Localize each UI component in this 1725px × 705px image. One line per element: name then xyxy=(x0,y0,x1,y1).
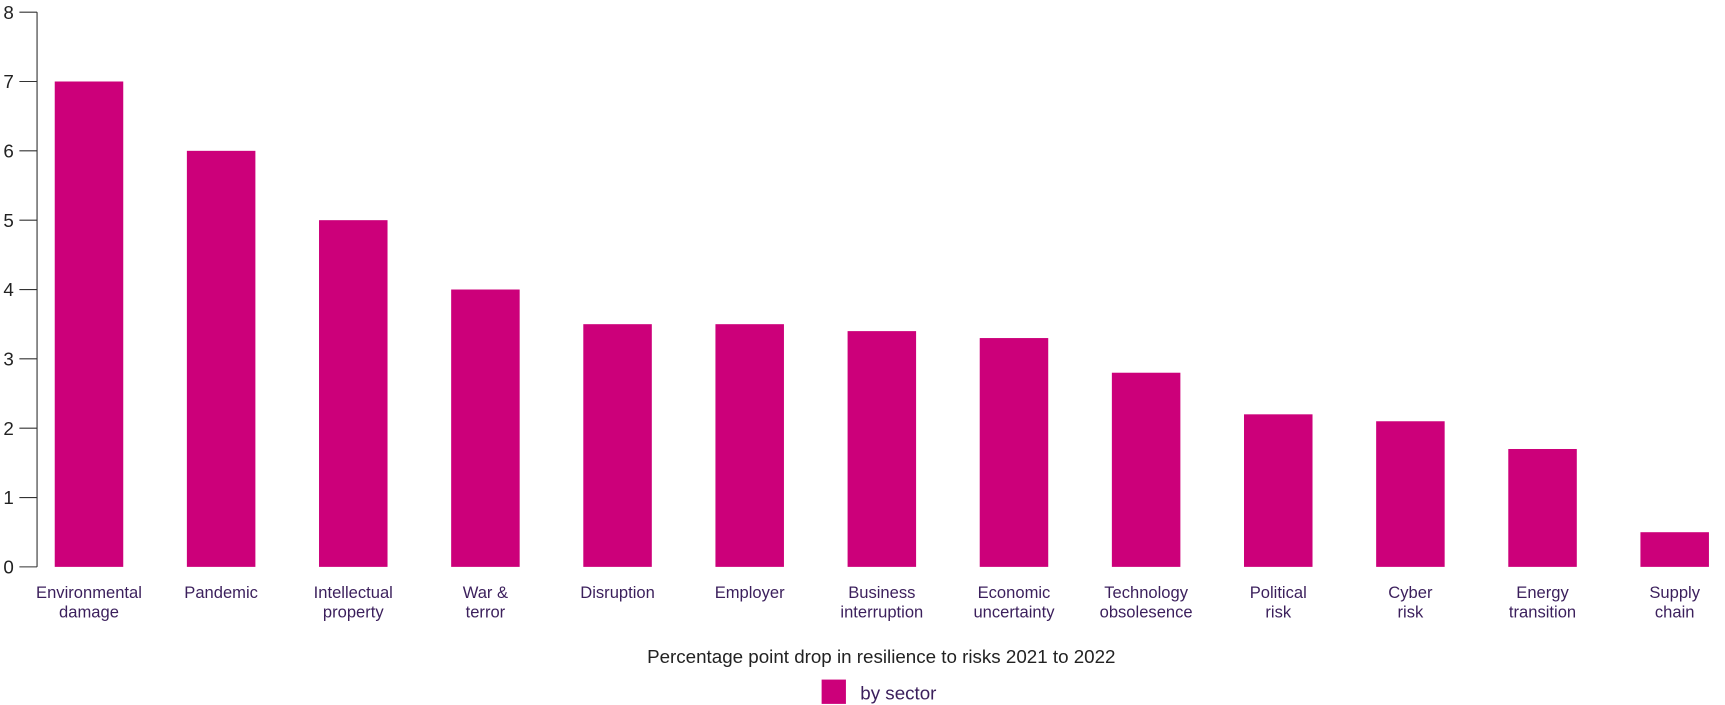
x-tick-label: War & terror xyxy=(463,583,508,622)
bar xyxy=(979,338,1049,567)
bar xyxy=(847,331,917,567)
y-tick-label: 8 xyxy=(3,2,13,23)
bar xyxy=(1244,414,1313,567)
bar xyxy=(583,324,652,567)
x-tick-label: Employer xyxy=(715,583,785,602)
bar xyxy=(715,324,784,567)
bar xyxy=(186,150,256,567)
bar xyxy=(54,81,124,567)
bar xyxy=(1376,421,1445,567)
y-tick-label: 4 xyxy=(3,279,13,300)
x-tick-label: Economic uncertainty xyxy=(973,583,1055,622)
y-tick-label: 5 xyxy=(3,210,13,231)
x-tick-label: Intellectual property xyxy=(314,583,393,622)
bar xyxy=(1508,448,1577,567)
x-tick-label: Business interruption xyxy=(840,583,923,622)
x-tick-label: Pandemic xyxy=(184,583,258,602)
x-tick-label: Energy transition xyxy=(1509,583,1576,622)
x-tick-label: Supply chain xyxy=(1649,583,1700,622)
y-tick-label: 1 xyxy=(3,487,13,508)
legend-label: by sector xyxy=(860,682,936,703)
x-tick-label: Environmental damage xyxy=(36,583,142,622)
y-tick-label: 7 xyxy=(3,71,13,92)
y-tick-label: 6 xyxy=(3,140,13,161)
bar xyxy=(451,289,520,567)
x-tick-label: Cyber risk xyxy=(1388,583,1433,622)
y-tick-label: 0 xyxy=(3,557,13,578)
bar xyxy=(1640,532,1709,567)
bar xyxy=(319,220,388,567)
x-axis-label: Percentage point drop in resilience to r… xyxy=(647,646,1115,667)
x-tick-label: Political risk xyxy=(1250,583,1307,622)
legend-swatch xyxy=(821,679,846,704)
y-tick-label: 3 xyxy=(3,348,13,369)
x-tick-label: Technology obsolesence xyxy=(1100,583,1193,622)
y-tick-label: 2 xyxy=(3,418,13,439)
bar xyxy=(1111,372,1181,567)
x-tick-label: Disruption xyxy=(580,583,655,602)
